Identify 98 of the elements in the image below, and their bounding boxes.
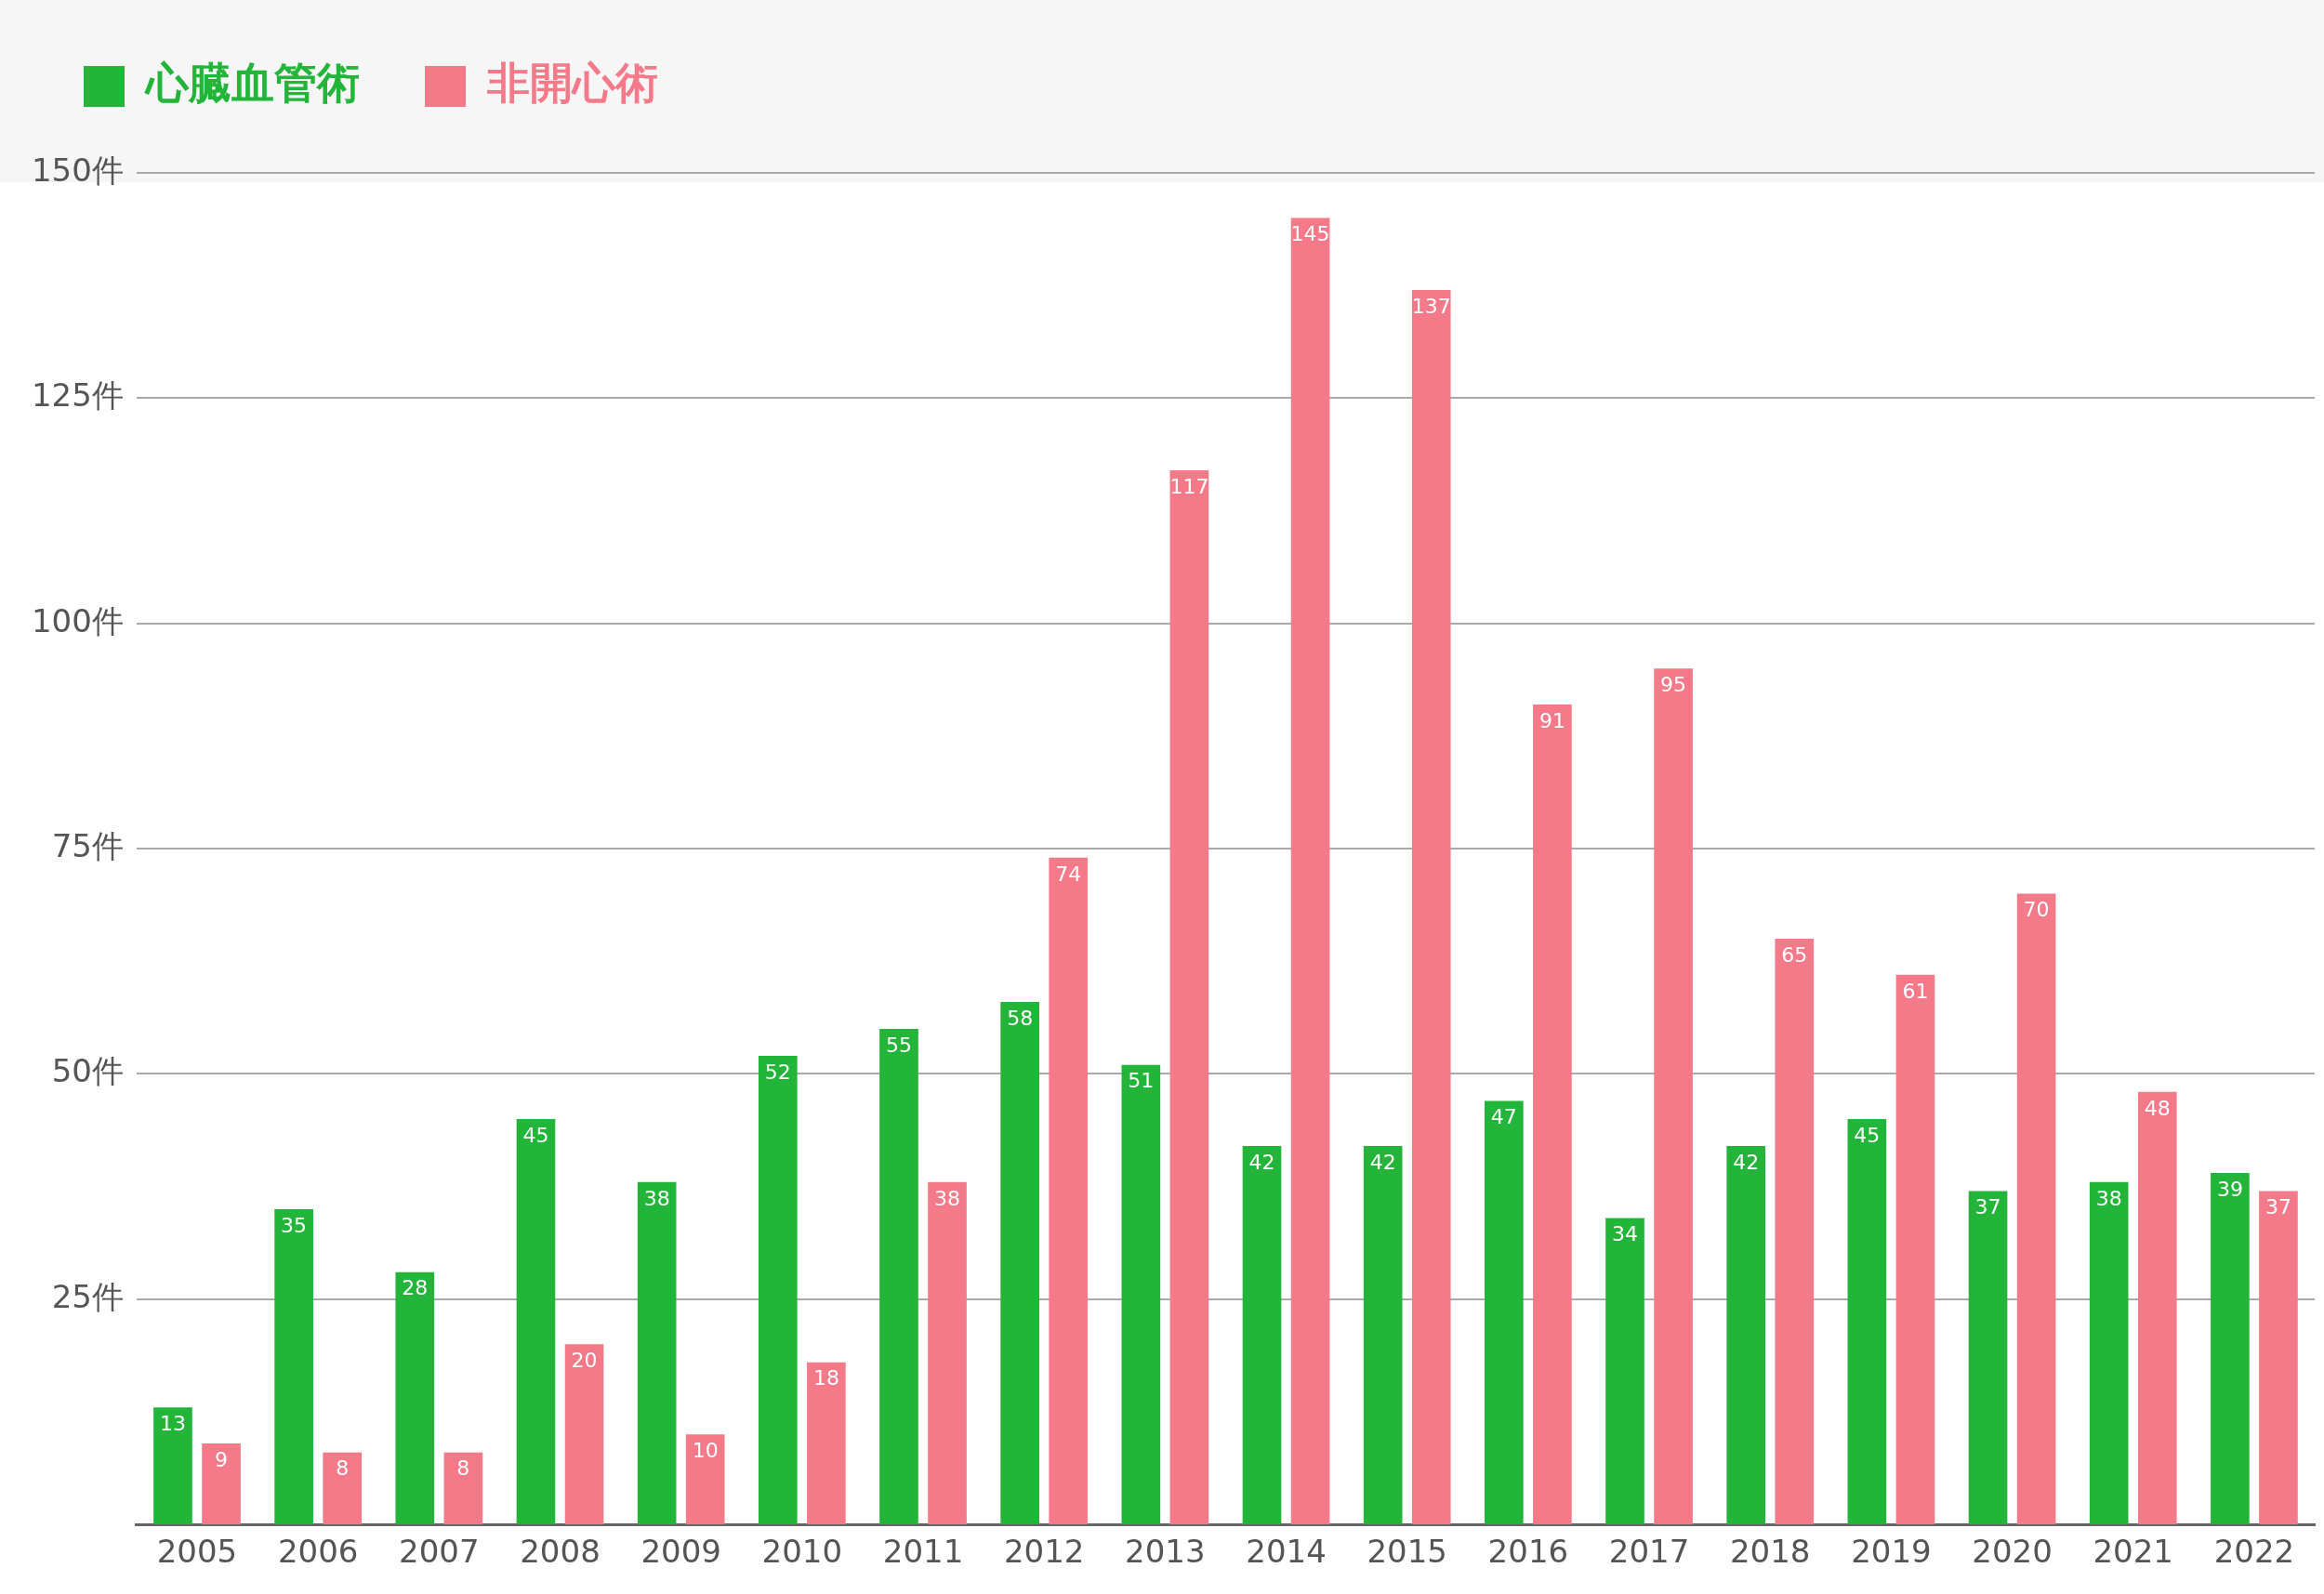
bar [758,1056,798,1525]
x-tick-label: 2017 [1608,1533,1690,1571]
bar [2016,893,2056,1525]
bar [1485,1100,1524,1525]
x-tick-label: 2016 [1487,1533,1569,1571]
bar [1121,1064,1161,1525]
x-tick-label: 2020 [1972,1533,2053,1571]
data-label: 51 [1128,1069,1155,1093]
data-label: 145 [1290,222,1330,246]
bar [1290,217,1330,1525]
data-label: 47 [1490,1105,1517,1129]
data-label: 65 [1781,942,1808,967]
data-label: 38 [934,1186,961,1210]
bar [637,1181,677,1525]
bar [1968,1191,2008,1525]
bar [879,1028,918,1525]
y-tick-label: 25件 [51,1277,124,1315]
data-label: 52 [764,1060,791,1084]
bar [1895,974,1935,1525]
y-tick-label: 125件 [31,376,124,415]
x-tick-label: 2008 [520,1533,601,1571]
bar [1654,668,1693,1525]
bar [2137,1091,2177,1525]
x-tick-label: 2009 [640,1533,721,1571]
data-label: 8 [336,1456,350,1481]
x-tick-label: 2013 [1125,1533,1206,1571]
bar [1533,704,1572,1525]
x-tick-label: 2014 [1246,1533,1327,1571]
data-label: 8 [456,1456,470,1481]
legend-label: 非開心術 [486,57,658,108]
data-label: 39 [2216,1177,2243,1201]
bar [1605,1218,1644,1525]
bar [928,1181,967,1525]
bar [1847,1118,1887,1525]
bar [685,1434,725,1525]
data-label: 61 [1902,979,1929,1003]
bar [1000,1001,1039,1525]
y-tick-label: 150件 [31,151,124,189]
data-label: 70 [2023,898,2050,922]
data-label: 42 [1248,1150,1275,1174]
data-label: 45 [522,1123,549,1147]
data-label: 38 [643,1186,670,1210]
data-label: 13 [159,1411,186,1435]
x-tick-label: 2015 [1367,1533,1447,1571]
bar [274,1208,313,1525]
data-label: 38 [2095,1186,2122,1210]
bar [1363,1146,1403,1525]
data-label: 9 [215,1447,229,1471]
x-tick-label: 2022 [2213,1533,2295,1571]
bar [2259,1191,2298,1525]
data-label: 37 [2265,1195,2291,1219]
x-tick-label: 2019 [1851,1533,1932,1571]
x-tick-label: 2010 [761,1533,843,1571]
legend-label: 心臓血管術 [144,57,360,108]
data-label: 35 [281,1213,308,1237]
bar [1049,857,1089,1525]
data-label: 48 [2144,1096,2171,1120]
data-label: 55 [885,1033,912,1057]
x-tick-label: 2006 [277,1533,359,1571]
bar [807,1362,846,1525]
bar [1411,290,1451,1525]
data-label: 42 [1369,1150,1396,1174]
data-label: 137 [1411,294,1451,318]
x-tick-label: 2007 [399,1533,480,1571]
bar [2089,1181,2129,1525]
bar [516,1118,556,1525]
data-label: 74 [1055,862,1082,886]
x-tick-label: 2005 [156,1533,238,1571]
data-label: 45 [1854,1123,1881,1147]
data-label: 91 [1538,708,1565,732]
bar [1169,469,1209,1525]
bar [1775,939,1815,1525]
data-label: 20 [571,1349,598,1373]
data-label: 18 [812,1366,839,1390]
bar [202,1443,241,1525]
data-label: 42 [1733,1150,1760,1174]
bar [1242,1146,1282,1525]
bar [395,1271,435,1525]
x-tick-label: 2018 [1729,1533,1811,1571]
data-label: 34 [1612,1222,1639,1246]
data-label: 95 [1660,672,1687,696]
bar [564,1344,604,1525]
y-tick-label: 100件 [31,601,124,639]
data-label: 28 [402,1276,429,1300]
x-tick-label: 2021 [2093,1533,2174,1571]
x-tick-label: 2012 [1003,1533,1085,1571]
data-label: 37 [1974,1195,2001,1219]
bar [443,1452,483,1525]
data-label: 58 [1007,1006,1034,1030]
bar [2211,1173,2250,1525]
bar [323,1452,363,1525]
y-tick-label: 75件 [51,826,124,864]
y-tick-label: 50件 [51,1052,124,1090]
data-label: 117 [1169,474,1209,498]
data-label: 10 [692,1438,719,1462]
bar [153,1407,192,1525]
x-tick-label: 2011 [882,1533,964,1571]
bar [1726,1146,1766,1525]
